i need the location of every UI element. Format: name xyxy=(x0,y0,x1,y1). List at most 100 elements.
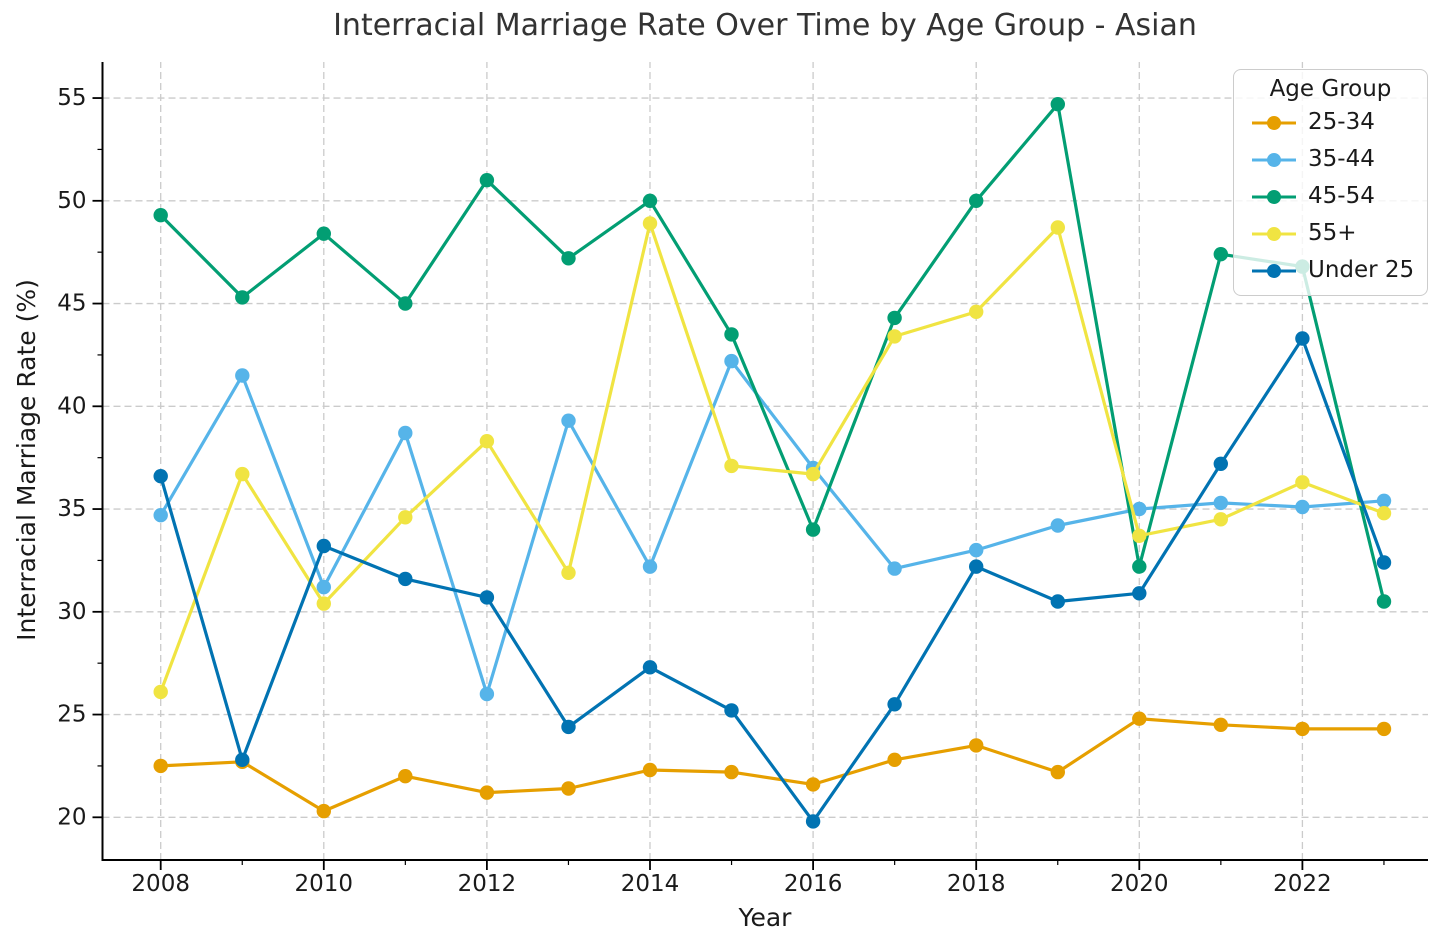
data-point-25-34 xyxy=(479,785,495,800)
data-point-55 xyxy=(1132,528,1147,543)
data-point-35-44 xyxy=(235,368,250,383)
y-tick-label: 30 xyxy=(57,599,86,625)
legend-item-35-44: 35-44 xyxy=(1234,141,1427,178)
data-point-45-54 xyxy=(642,193,658,208)
legend-items: 25-34 35-44 45-54 55+ Under 25 xyxy=(1234,104,1427,289)
series-line-45-54 xyxy=(159,102,1386,604)
data-point-55 xyxy=(724,458,739,474)
y-tick-label: 45 xyxy=(57,291,86,317)
data-point-45-54 xyxy=(398,296,413,311)
legend-item-45-54: 45-54 xyxy=(1234,178,1427,215)
data-point-25-34 xyxy=(1213,717,1229,732)
data-point-25-34 xyxy=(1050,764,1066,780)
data-point-55 xyxy=(235,466,250,482)
legend-swatch-25-34 xyxy=(1252,115,1296,130)
legend-swatch-marker xyxy=(1267,189,1281,204)
x-tick-label: 2022 xyxy=(1273,871,1332,897)
data-point-35-44 xyxy=(316,579,331,595)
series-under-25 xyxy=(153,331,1392,829)
data-point-under-25 xyxy=(398,571,413,587)
data-point-55 xyxy=(642,216,658,231)
data-point-25-34 xyxy=(724,764,739,780)
data-point-45-54 xyxy=(1050,97,1066,112)
y-axis-label: Interracial Marriage Rate (%) xyxy=(12,279,41,641)
data-point-25-34 xyxy=(1132,711,1147,726)
data-point-55 xyxy=(398,510,413,525)
series-line-55 xyxy=(159,221,1386,694)
data-point-under-25 xyxy=(805,814,821,829)
data-point-35-44 xyxy=(479,686,495,702)
data-point-45-54 xyxy=(1132,559,1147,574)
data-point-45-54 xyxy=(479,173,495,188)
data-point-35-44 xyxy=(1376,493,1392,508)
data-point-35-44 xyxy=(1295,499,1310,515)
data-point-45-54 xyxy=(969,193,984,208)
data-point-under-25 xyxy=(479,590,495,605)
data-point-35-44 xyxy=(1050,518,1066,533)
axis-spines xyxy=(101,62,1428,861)
legend-swatch-35-44 xyxy=(1252,152,1296,167)
y-tick-label: 20 xyxy=(57,804,86,830)
data-point-35-44 xyxy=(724,353,739,369)
data-point-55 xyxy=(805,466,821,482)
legend-swatch-marker xyxy=(1267,115,1281,130)
data-point-55 xyxy=(561,565,576,580)
data-point-45-54 xyxy=(887,310,902,326)
data-point-55 xyxy=(1050,220,1066,235)
legend-swatch-marker xyxy=(1267,152,1281,167)
data-point-25-34 xyxy=(969,738,984,753)
data-point-35-44 xyxy=(1132,501,1147,517)
data-point-45-54 xyxy=(1213,247,1229,262)
data-point-25-34 xyxy=(153,758,168,774)
legend-item-label: Under 25 xyxy=(1308,257,1415,283)
data-point-55 xyxy=(1213,512,1229,527)
data-point-35-44 xyxy=(969,542,984,558)
data-point-35-44 xyxy=(561,413,576,428)
data-point-under-25 xyxy=(153,469,168,484)
y-tick-label: 55 xyxy=(57,85,86,111)
legend-item-label: 45-54 xyxy=(1308,183,1375,209)
data-point-45-54 xyxy=(805,522,821,537)
y-tick-label: 50 xyxy=(57,188,86,214)
data-point-55 xyxy=(153,684,168,700)
legend-swatch-under-25 xyxy=(1252,263,1296,278)
data-point-45-54 xyxy=(1376,594,1392,609)
legend: Age Group 25-34 35-44 45-54 55+ Under 25 xyxy=(1233,69,1428,296)
legend-item-label: 35-44 xyxy=(1308,146,1375,172)
data-point-25-34 xyxy=(316,803,331,819)
x-tick-label: 2008 xyxy=(131,871,190,897)
data-point-25-34 xyxy=(1376,721,1392,737)
x-tick-label: 2018 xyxy=(947,871,1006,897)
data-point-under-25 xyxy=(887,697,902,712)
data-point-45-54 xyxy=(153,208,168,223)
data-point-25-34 xyxy=(561,781,576,796)
data-point-55 xyxy=(1295,475,1310,490)
data-point-45-54 xyxy=(316,226,331,241)
data-point-55 xyxy=(316,596,331,611)
data-point-25-34 xyxy=(1295,721,1310,737)
data-point-25-34 xyxy=(398,769,413,784)
legend-item-25-34: 25-34 xyxy=(1234,104,1427,141)
x-tick-label: 2010 xyxy=(295,871,354,897)
chart-title: Interracial Marriage Rate Over Time by A… xyxy=(333,8,1197,43)
x-tick-label: 2014 xyxy=(621,871,680,897)
data-point-25-34 xyxy=(642,762,658,778)
data-point-35-44 xyxy=(887,561,902,576)
series-25-34 xyxy=(153,711,1392,819)
data-point-35-44 xyxy=(1213,495,1229,511)
data-point-25-34 xyxy=(887,752,902,767)
data-point-under-25 xyxy=(316,538,331,554)
x-tick-label: 2012 xyxy=(458,871,517,897)
data-point-45-54 xyxy=(561,251,576,266)
data-point-55 xyxy=(479,434,495,449)
data-point-under-25 xyxy=(1050,594,1066,609)
data-point-25-34 xyxy=(805,777,821,792)
data-point-55 xyxy=(887,329,902,344)
data-point-under-25 xyxy=(1376,555,1392,570)
y-tick-label: 25 xyxy=(57,702,86,728)
legend-item-55: 55+ xyxy=(1234,215,1427,252)
data-point-under-25 xyxy=(235,752,250,767)
data-point-under-25 xyxy=(724,703,739,718)
